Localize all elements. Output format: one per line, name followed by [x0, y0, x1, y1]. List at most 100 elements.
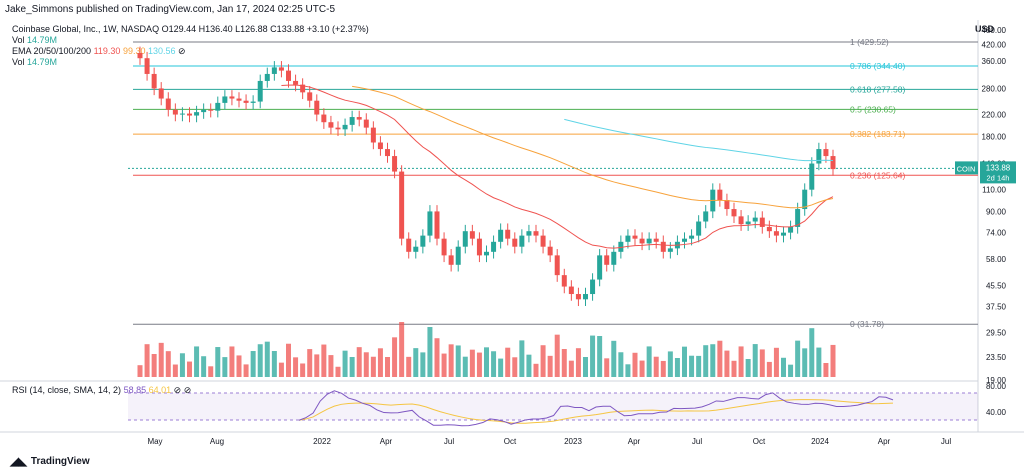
- candle-body: [781, 232, 786, 236]
- volume-bar: [293, 357, 299, 377]
- candle-body: [342, 124, 348, 130]
- volume-bar: [208, 366, 214, 377]
- fib-level-label: 0 (31.78): [850, 319, 884, 329]
- candle-body: [427, 211, 433, 236]
- volume-bar: [512, 357, 518, 377]
- volume-bar: [505, 347, 511, 377]
- volume-bar: [554, 334, 560, 377]
- volume-bar: [385, 357, 390, 377]
- volume-bar: [201, 356, 207, 377]
- candle-body: [625, 235, 631, 242]
- volume-bar: [575, 348, 581, 377]
- volume-bar: [321, 344, 327, 377]
- volume-bar: [448, 344, 454, 377]
- symbol-name[interactable]: Coinbase Global, Inc., 1W, NASDAQ: [12, 24, 160, 34]
- volume-bar: [441, 353, 447, 377]
- candle-body: [413, 246, 419, 252]
- candle-body: [158, 88, 164, 99]
- candle-body: [830, 156, 836, 170]
- volume-bar: [434, 338, 440, 377]
- volume-bar: [264, 341, 270, 377]
- fib-level-label: 1 (429.52): [850, 37, 889, 47]
- candle-body: [646, 238, 652, 244]
- volume-bar: [682, 346, 687, 377]
- volume-bar: [816, 347, 822, 377]
- ema50-value: 99.30: [122, 46, 146, 56]
- candle-body: [604, 255, 610, 265]
- candle-body: [618, 241, 624, 252]
- price-tag: [980, 161, 1016, 184]
- volume-bar: [561, 349, 567, 377]
- volume-bar: [356, 347, 362, 377]
- candle-body: [300, 84, 306, 93]
- candle-body: [307, 92, 313, 101]
- x-tick-label: Jul: [444, 437, 454, 446]
- candle-body: [526, 231, 532, 236]
- volume-bar: [696, 355, 702, 377]
- candle-body: [194, 112, 200, 116]
- candle-body: [377, 142, 383, 150]
- volume-bar: [660, 360, 666, 377]
- fib-level-label: 0.382 (183.71): [850, 129, 905, 139]
- candle-body: [187, 113, 192, 116]
- volume-bar: [271, 351, 277, 377]
- candle-body: [179, 113, 185, 115]
- y-tick-label: 29.50: [986, 328, 1007, 337]
- volume-bar: [802, 348, 808, 377]
- candle-body: [554, 255, 560, 276]
- volume-bar: [604, 358, 610, 377]
- candle-body: [731, 209, 737, 217]
- visibility-icon[interactable]: ⊘: [178, 46, 186, 56]
- candle-body: [639, 238, 645, 244]
- ema20-value: 119.30: [93, 46, 121, 56]
- currency-label[interactable]: USD: [974, 24, 994, 34]
- ema-label[interactable]: EMA 20/50/100/200: [12, 46, 92, 56]
- volume-bar: [236, 355, 242, 377]
- volume-bar: [781, 357, 786, 377]
- candle-body: [165, 98, 171, 110]
- candle-body: [236, 98, 242, 101]
- footer-brand[interactable]: ◢◣ TradingView: [10, 455, 90, 468]
- candle-body: [243, 100, 249, 103]
- vol-value: 14.79M: [27, 35, 58, 45]
- settings-icon[interactable]: ⊘ ⊘: [173, 385, 192, 395]
- x-tick-label: 2022: [313, 437, 331, 446]
- volume-bar: [590, 335, 596, 377]
- volume-bar: [526, 354, 532, 377]
- volume-bar: [533, 363, 539, 377]
- rsi-label[interactable]: RSI (14, close, SMA, 14, 2): [12, 385, 122, 395]
- price-text: 133.88: [986, 163, 1011, 172]
- candle-body: [434, 211, 440, 239]
- x-tick-label: Oct: [504, 437, 517, 446]
- volume-bar: [179, 353, 185, 377]
- candle-body: [590, 279, 596, 295]
- candle-body: [201, 109, 207, 113]
- y-tick-label: 110.00: [982, 186, 1006, 195]
- volume-bar: [484, 347, 489, 377]
- volume-bar: [632, 352, 638, 377]
- candle-body: [257, 80, 263, 102]
- countdown-text: 2d 14h: [987, 173, 1010, 182]
- candle-body: [264, 73, 270, 81]
- candle-body: [491, 241, 497, 252]
- volume-bar: [172, 364, 178, 377]
- candle-body: [689, 235, 695, 239]
- candle-body: [802, 189, 808, 210]
- volume-bar: [392, 337, 398, 377]
- fib-level-label: 0.5 (230.65): [850, 104, 896, 114]
- candle-body: [151, 73, 157, 89]
- volume-bar: [653, 356, 659, 377]
- candle-body: [278, 67, 284, 71]
- x-tick-label: Jul: [941, 437, 951, 446]
- volume-bar: [278, 362, 284, 377]
- candle-body: [597, 255, 603, 280]
- candle-body: [547, 246, 553, 256]
- ticker-tag: [955, 161, 978, 175]
- rsi-legend: RSI (14, close, SMA, 14, 2) 58.85 64.01 …: [12, 385, 191, 396]
- volume-bar: [547, 355, 553, 377]
- vol2-value: 14.79M: [27, 57, 58, 67]
- vol-row: Vol 14.79M: [12, 35, 369, 46]
- candle-body: [505, 229, 511, 239]
- candle-body: [816, 149, 822, 164]
